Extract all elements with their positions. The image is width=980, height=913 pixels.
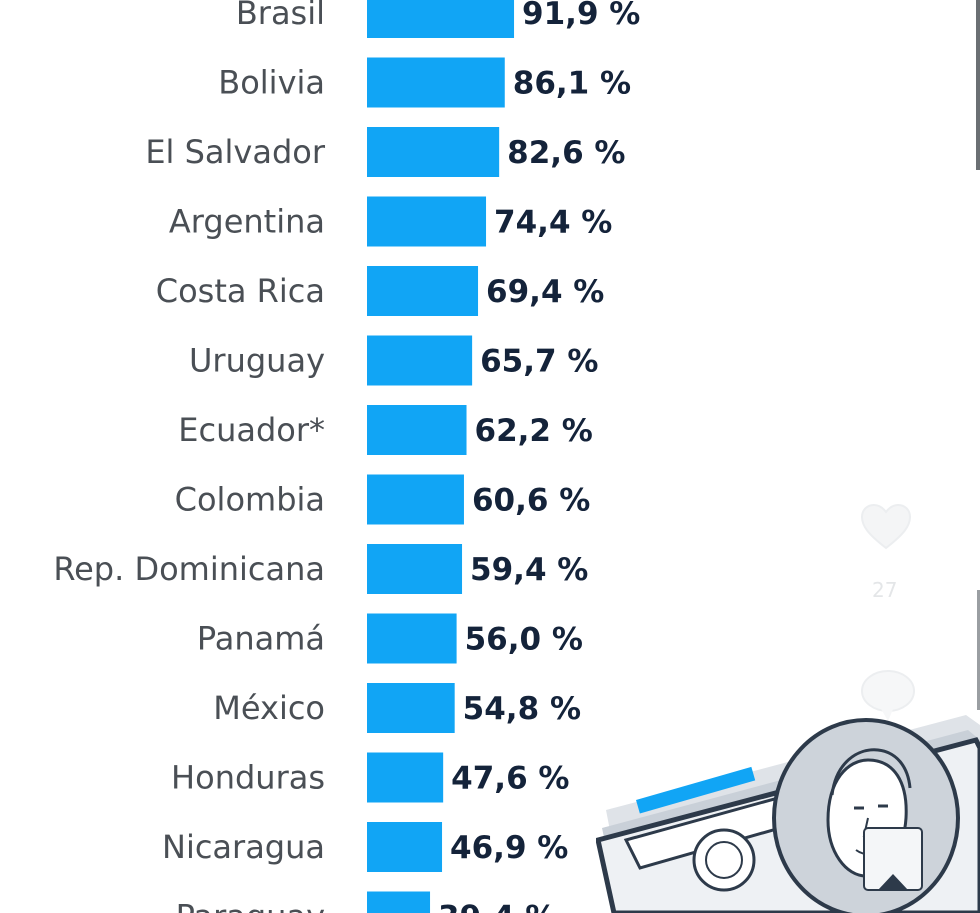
bar-13 bbox=[367, 891, 431, 913]
value-label: 39,4 % bbox=[438, 900, 556, 913]
bar-1 bbox=[367, 57, 505, 108]
bar-10 bbox=[367, 683, 455, 733]
value-label: 65,7 % bbox=[480, 344, 598, 380]
bar-8 bbox=[367, 544, 463, 594]
scrollbar-track bbox=[976, 0, 980, 170]
bar-11 bbox=[367, 752, 444, 803]
category-label: Costa Rica bbox=[156, 272, 325, 310]
value-label: 62,2 % bbox=[475, 413, 593, 449]
value-label: 54,8 % bbox=[463, 691, 581, 727]
bar-0 bbox=[367, 0, 515, 38]
bar-7 bbox=[367, 474, 464, 525]
category-label: El Salvador bbox=[145, 133, 326, 171]
category-label: Colombia bbox=[175, 481, 325, 519]
bar-12 bbox=[367, 822, 443, 872]
category-label: México bbox=[213, 689, 325, 727]
value-label: 56,0 % bbox=[465, 622, 583, 658]
value-label: 91,9 % bbox=[522, 0, 640, 32]
category-label: Bolivia bbox=[218, 64, 325, 102]
category-label: Panamá bbox=[197, 620, 325, 658]
comment-count: 27 bbox=[872, 578, 898, 602]
bar-5 bbox=[367, 335, 473, 386]
category-label: Honduras bbox=[171, 759, 325, 797]
bar-4 bbox=[367, 266, 479, 316]
category-label: Uruguay bbox=[189, 342, 325, 380]
comment-bubble-icon[interactable] bbox=[858, 665, 918, 725]
category-label: Nicaragua bbox=[162, 828, 325, 866]
value-label: 86,1 % bbox=[513, 66, 631, 102]
bar-3 bbox=[367, 196, 487, 247]
value-label: 46,9 % bbox=[450, 830, 568, 866]
value-label: 47,6 % bbox=[451, 761, 569, 797]
category-label: Argentina bbox=[169, 203, 325, 241]
dollar-bills-illustration bbox=[596, 715, 980, 913]
bookmark-sticker-icon[interactable] bbox=[862, 826, 924, 892]
bar-6 bbox=[367, 405, 467, 455]
category-label: Paraguay bbox=[176, 898, 325, 913]
value-label: 60,6 % bbox=[472, 483, 590, 519]
scrollbar-track-lower bbox=[977, 590, 980, 710]
bar-9 bbox=[367, 613, 457, 664]
value-label: 82,6 % bbox=[507, 135, 625, 171]
category-label: Ecuador* bbox=[178, 411, 325, 449]
value-label: 59,4 % bbox=[470, 552, 588, 588]
value-label: 69,4 % bbox=[486, 274, 604, 310]
category-label: Rep. Dominicana bbox=[53, 550, 325, 588]
bar-2 bbox=[367, 127, 500, 177]
like-heart-icon[interactable] bbox=[858, 500, 914, 556]
value-label: 74,4 % bbox=[494, 205, 612, 241]
category-label: Brasil bbox=[236, 0, 325, 32]
